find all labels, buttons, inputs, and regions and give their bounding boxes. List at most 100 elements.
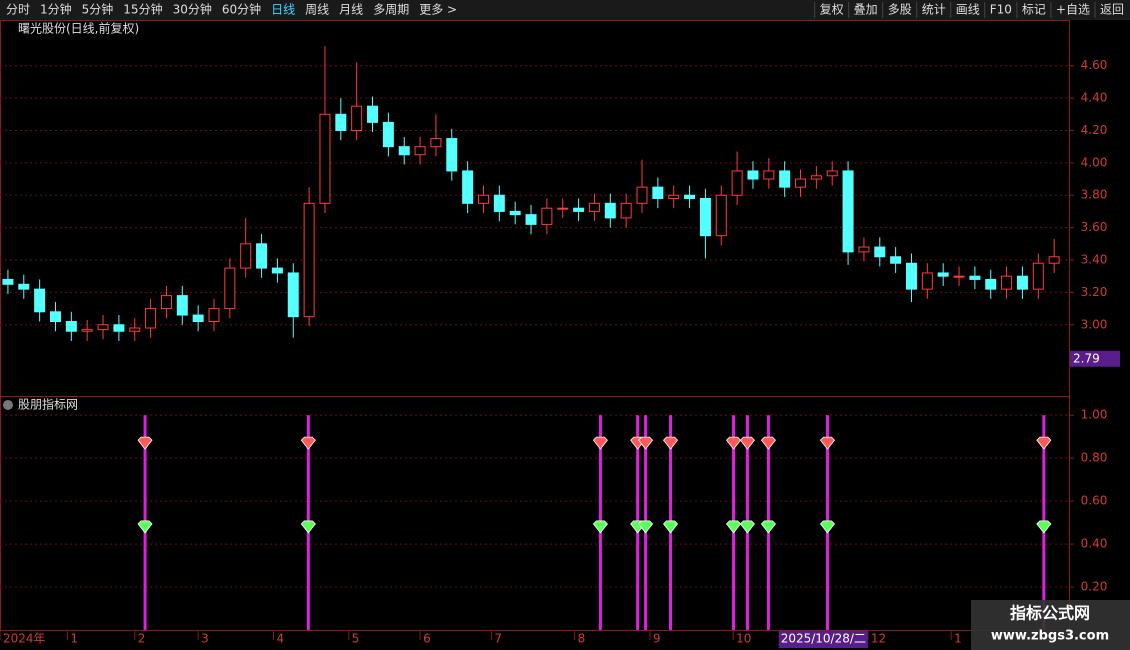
period-tab[interactable]: 月线 bbox=[339, 3, 363, 17]
toolbar-button[interactable]: +自选 bbox=[1056, 3, 1090, 17]
candle-body bbox=[287, 272, 299, 318]
watermark-title: 指标公式网 bbox=[1010, 604, 1090, 623]
candle-body bbox=[985, 278, 997, 290]
watermark-box bbox=[971, 600, 1130, 650]
candle-body bbox=[1048, 256, 1060, 264]
toolbar-button[interactable]: 叠加 bbox=[854, 3, 878, 17]
candle-body bbox=[1032, 262, 1044, 290]
toolbar-button[interactable]: 返回 bbox=[1100, 3, 1124, 17]
period-tab[interactable]: 多周期 bbox=[373, 3, 409, 17]
buy-marker bbox=[137, 520, 153, 534]
candle-body bbox=[652, 186, 664, 199]
candle-body bbox=[367, 105, 379, 123]
candle-body bbox=[240, 243, 252, 269]
candle-body bbox=[826, 170, 838, 177]
candle-body bbox=[810, 175, 822, 180]
x-tick-label: 9 bbox=[653, 632, 661, 646]
period-tab[interactable]: 分时 bbox=[6, 3, 30, 17]
candle-body bbox=[477, 194, 489, 204]
collapse-icon[interactable] bbox=[3, 400, 13, 410]
candle-body bbox=[858, 246, 870, 253]
candle-body bbox=[604, 202, 616, 219]
toolbar-button[interactable]: F10 bbox=[990, 3, 1012, 17]
period-tab[interactable]: 日线 bbox=[271, 3, 295, 17]
period-tab[interactable]: 15分钟 bbox=[123, 2, 162, 17]
buy-marker bbox=[1036, 520, 1052, 534]
candle-body bbox=[1016, 275, 1028, 290]
toolbar-button[interactable]: 统计 bbox=[922, 3, 946, 17]
last-price-label: 2.79 bbox=[1073, 351, 1100, 365]
main-title: 曙光股份(日线,前复权) bbox=[18, 21, 139, 36]
candle-body bbox=[969, 275, 981, 280]
sell-marker bbox=[739, 436, 755, 450]
candle-body bbox=[684, 194, 696, 199]
toolbar-button[interactable]: 复权 bbox=[820, 3, 844, 17]
candle-body bbox=[573, 207, 585, 212]
cursor-date-box bbox=[778, 631, 868, 648]
candle-body bbox=[303, 202, 315, 318]
toolbar-button[interactable]: 多股 bbox=[888, 3, 912, 17]
candle-body bbox=[525, 214, 537, 225]
candle-body bbox=[208, 308, 220, 323]
candle-body bbox=[113, 324, 125, 332]
y-tick-label: 4.60 bbox=[1081, 58, 1108, 72]
candle-body bbox=[65, 321, 77, 332]
candle-body bbox=[319, 113, 331, 204]
y-tick-label: 0.60 bbox=[1081, 494, 1108, 508]
sell-marker bbox=[137, 436, 153, 450]
candle-body bbox=[953, 275, 965, 278]
y-tick-label: 3.20 bbox=[1081, 285, 1108, 299]
last-price-box bbox=[1070, 350, 1120, 367]
period-tab[interactable]: 1分钟 bbox=[40, 2, 72, 17]
candle-body bbox=[1001, 275, 1013, 290]
period-tab[interactable]: 5分钟 bbox=[82, 2, 114, 17]
candle-body bbox=[145, 308, 157, 329]
sell-marker bbox=[638, 436, 654, 450]
candle-body bbox=[176, 295, 188, 316]
buy-marker bbox=[739, 520, 755, 534]
candle-body bbox=[335, 113, 347, 131]
y-tick-label: 4.00 bbox=[1081, 155, 1108, 169]
candle-body bbox=[699, 197, 711, 237]
period-tab[interactable]: 60分钟 bbox=[222, 2, 261, 17]
candle-body bbox=[34, 288, 46, 313]
y-tick-label: 3.80 bbox=[1081, 188, 1108, 202]
period-tab[interactable]: 30分钟 bbox=[173, 2, 212, 17]
y-tick-label: 3.00 bbox=[1081, 317, 1108, 331]
candle-body bbox=[557, 207, 569, 210]
candle-body bbox=[937, 272, 949, 277]
x-tick-label: 5 bbox=[352, 632, 360, 646]
candle-body bbox=[129, 327, 141, 332]
toolbar-button[interactable]: 画线 bbox=[956, 3, 980, 17]
y-tick-label: 3.40 bbox=[1081, 253, 1108, 267]
candle-body bbox=[763, 170, 775, 180]
candle-body bbox=[747, 170, 759, 180]
buy-marker bbox=[638, 520, 654, 534]
x-tick-label: 12 bbox=[871, 632, 886, 646]
x-tick-label: 1 bbox=[70, 632, 78, 646]
toolbar-button[interactable]: 标记 bbox=[1022, 3, 1046, 17]
x-tick-label: 8 bbox=[578, 632, 586, 646]
candle-body bbox=[18, 283, 30, 290]
y-tick-label: 4.20 bbox=[1081, 123, 1108, 137]
x-tick-label: 6 bbox=[423, 632, 431, 646]
buy-marker bbox=[300, 520, 316, 534]
sell-marker bbox=[300, 436, 316, 450]
candle-body bbox=[382, 121, 394, 148]
period-tab[interactable]: 周线 bbox=[305, 3, 329, 17]
toolbar bbox=[0, 0, 1130, 20]
candle-body bbox=[97, 324, 109, 331]
candle-body bbox=[636, 186, 648, 204]
candle-body bbox=[192, 314, 204, 323]
buy-marker bbox=[760, 520, 776, 534]
candle-body bbox=[921, 272, 933, 290]
period-tab[interactable]: 更多 > bbox=[419, 3, 457, 17]
candle-body bbox=[905, 262, 917, 290]
candle-body bbox=[668, 194, 680, 199]
watermark-url: www.zbgs3.com bbox=[991, 629, 1109, 644]
buy-marker bbox=[592, 520, 608, 534]
sell-marker bbox=[592, 436, 608, 450]
candle-body bbox=[462, 170, 474, 204]
y-tick-label: 1.00 bbox=[1081, 408, 1108, 422]
